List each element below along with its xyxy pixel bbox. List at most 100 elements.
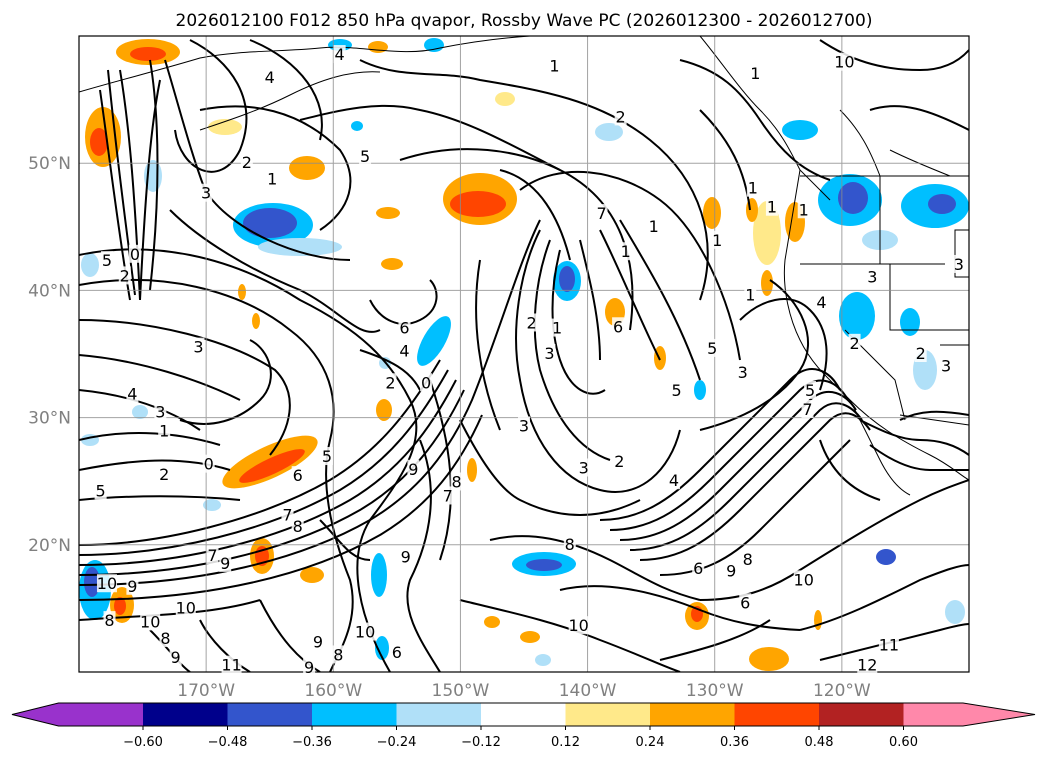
contour-line (406, 439, 441, 672)
contour-label-bg (548, 56, 561, 75)
anomaly-patch (424, 38, 444, 52)
contour-label: 1 (712, 231, 722, 250)
contour-label-bg (543, 344, 556, 362)
contour-line (119, 69, 161, 301)
contour-label-bg (200, 183, 213, 202)
contour-label: 3 (201, 184, 211, 203)
contour-label-bg (793, 570, 814, 589)
contour-label-bg (744, 285, 757, 304)
contour-label-bg (441, 486, 454, 505)
contour-label-bg (518, 416, 530, 435)
contour-label: 3 (544, 344, 554, 363)
contour-line (499, 169, 571, 261)
contour-label: 9 (171, 648, 181, 667)
contour-label-bg (219, 553, 232, 572)
border-state (844, 329, 906, 421)
coastline-alaska (199, 71, 381, 131)
contour-label-bg (647, 216, 660, 235)
anomaly-patch (876, 549, 896, 565)
contour-label: 5 (805, 381, 815, 400)
contour-line (79, 369, 449, 556)
contour-label-bg (266, 169, 279, 188)
contour-line (399, 148, 634, 331)
contour-label-bg (848, 333, 861, 352)
contour-line (859, 419, 969, 456)
contour-line (819, 623, 969, 661)
contour-line (459, 599, 681, 672)
colorbar-extend-max (963, 703, 1035, 726)
anomaly-patch (900, 308, 920, 336)
contour-label: 1 (745, 285, 755, 304)
border-mexico (899, 414, 969, 426)
lat-label: 20°N (28, 536, 71, 556)
anomaly-patch (526, 559, 562, 571)
lat-label: 30°N (28, 409, 71, 429)
contour-label: 1 (549, 57, 559, 76)
contour-label-bg (399, 547, 412, 566)
contour-label-bg (746, 178, 759, 197)
figure-title: 2026012100 F012 850 hPa qvapor, Rossby W… (176, 11, 873, 31)
colorbar-tick-label: −0.24 (377, 735, 417, 750)
anomaly-patch (838, 182, 868, 214)
rossby-wave-contours (79, 39, 969, 672)
contour-label-bg (320, 447, 333, 466)
coastline-alaska (79, 36, 531, 93)
anomaly-patch (595, 123, 623, 141)
contour-line (699, 279, 810, 431)
contour-line (79, 354, 241, 401)
contour-label-bg (595, 204, 608, 223)
contour-line (429, 379, 452, 561)
contour-label: 1 (552, 319, 562, 338)
contour-label: 1 (267, 170, 277, 189)
contour-label: 3 (519, 417, 529, 436)
lon-label: 160°W (304, 681, 362, 701)
anomaly-patch (371, 553, 387, 597)
contour-label-bg (801, 399, 814, 418)
anomaly-patch (289, 156, 325, 180)
anomaly-patch (208, 119, 242, 135)
contour-label-bg (739, 593, 752, 612)
contour-label-bg (154, 402, 167, 421)
contour-line (459, 419, 641, 516)
contour-label-bg (797, 200, 810, 219)
contour-label-bg (525, 313, 538, 332)
anomaly-patch (484, 616, 500, 628)
contour-label: 4 (335, 45, 345, 64)
anomaly-patch (238, 284, 246, 300)
contour-label: 6 (293, 466, 303, 485)
contour-label: 8 (333, 645, 343, 664)
anomaly-patch (376, 207, 400, 219)
contour-label-bg (192, 337, 205, 356)
contour-label-bg (263, 67, 276, 86)
contour-label-bg (866, 267, 879, 286)
map-frame (78, 35, 970, 673)
contour-label-bg (749, 64, 762, 83)
anomaly-patch (351, 121, 363, 131)
anomaly-patch (814, 610, 822, 630)
contour-label-bg (725, 561, 738, 580)
contour-label: 6 (740, 593, 750, 612)
contour-label-bg (619, 242, 632, 261)
contour-line (579, 239, 601, 361)
anomaly-patch (450, 191, 506, 217)
anomaly-patch (300, 567, 324, 583)
contour-label-bg (741, 550, 754, 569)
contour-label-bg (577, 458, 590, 477)
contour-line (533, 239, 611, 461)
colorbar-tick-label: −0.36 (292, 735, 332, 750)
contour-label: 12 (857, 656, 877, 675)
anomaly-patch (252, 313, 260, 329)
contour-label-bg (613, 452, 626, 471)
anomaly-patch (839, 292, 875, 340)
anomaly-patch (749, 647, 789, 671)
contour-label-bg (202, 454, 215, 473)
contour-label-bg (312, 632, 325, 651)
colorbar-tick-label: 0.48 (805, 735, 834, 750)
contour-line (799, 564, 969, 631)
contour-label: 2 (385, 373, 395, 392)
lon-label: 140°W (559, 681, 617, 701)
contour-label: 9 (401, 548, 411, 567)
contour-label-bg (398, 318, 411, 337)
anomaly-patch (368, 41, 388, 53)
